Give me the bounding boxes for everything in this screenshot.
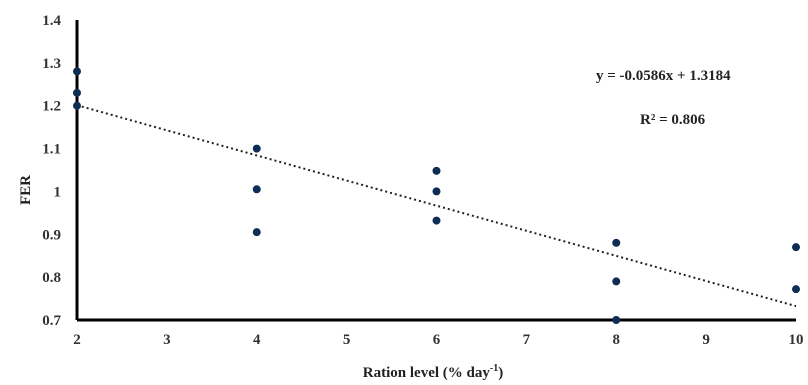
x-tick-label: 5 bbox=[343, 332, 351, 348]
y-tick-label: 1.3 bbox=[42, 56, 61, 72]
data-point bbox=[252, 144, 261, 153]
y-tick-label: 0.7 bbox=[42, 313, 61, 329]
x-axis-title-sup: -1 bbox=[490, 363, 498, 374]
y-tick-label: 1.4 bbox=[42, 13, 61, 29]
x-tick-label: 2 bbox=[73, 332, 81, 348]
x-tick-label: 10 bbox=[789, 332, 804, 348]
x-axis-title-main: Ration level (% day bbox=[363, 365, 491, 381]
r-squared-label: R² = 0.806 bbox=[640, 112, 706, 128]
y-tick-label: 1 bbox=[54, 184, 62, 200]
data-point bbox=[432, 166, 441, 175]
y-tick-label: 0.8 bbox=[42, 270, 61, 286]
y-axis-title: FER bbox=[18, 175, 34, 205]
data-point bbox=[792, 285, 800, 294]
y-tick-label: 1.2 bbox=[42, 99, 61, 115]
data-point bbox=[612, 238, 621, 247]
x-tick-label: 7 bbox=[523, 332, 531, 348]
data-point bbox=[252, 228, 261, 237]
x-axis-title-end: ) bbox=[498, 365, 503, 381]
y-tick-label: 1.1 bbox=[42, 142, 61, 158]
data-point bbox=[73, 101, 81, 110]
x-axis-title: Ration level (% day-1) bbox=[363, 363, 503, 381]
data-point bbox=[73, 67, 81, 76]
data-point bbox=[73, 88, 81, 97]
x-tick-label: 9 bbox=[702, 332, 710, 348]
x-tick-labels: 2 3 4 5 6 7 8 9 10 bbox=[73, 332, 803, 348]
x-tick-label: 4 bbox=[253, 332, 261, 348]
data-point bbox=[432, 187, 441, 196]
data-point bbox=[612, 316, 621, 324]
x-tick-label: 6 bbox=[433, 332, 441, 348]
data-point bbox=[432, 216, 441, 225]
data-points bbox=[73, 67, 800, 324]
data-point bbox=[612, 277, 621, 286]
equation-label: y = -0.0586x + 1.3184 bbox=[596, 68, 731, 84]
data-point bbox=[792, 243, 800, 252]
trendline bbox=[76, 104, 797, 308]
y-tick-labels: 0.7 0.8 0.9 1 1.1 1.2 1.3 1.4 bbox=[42, 13, 61, 329]
y-tick-label: 0.9 bbox=[42, 227, 61, 243]
x-tick-label: 8 bbox=[613, 332, 621, 348]
x-tick-label: 3 bbox=[163, 332, 171, 348]
data-point bbox=[252, 185, 261, 194]
